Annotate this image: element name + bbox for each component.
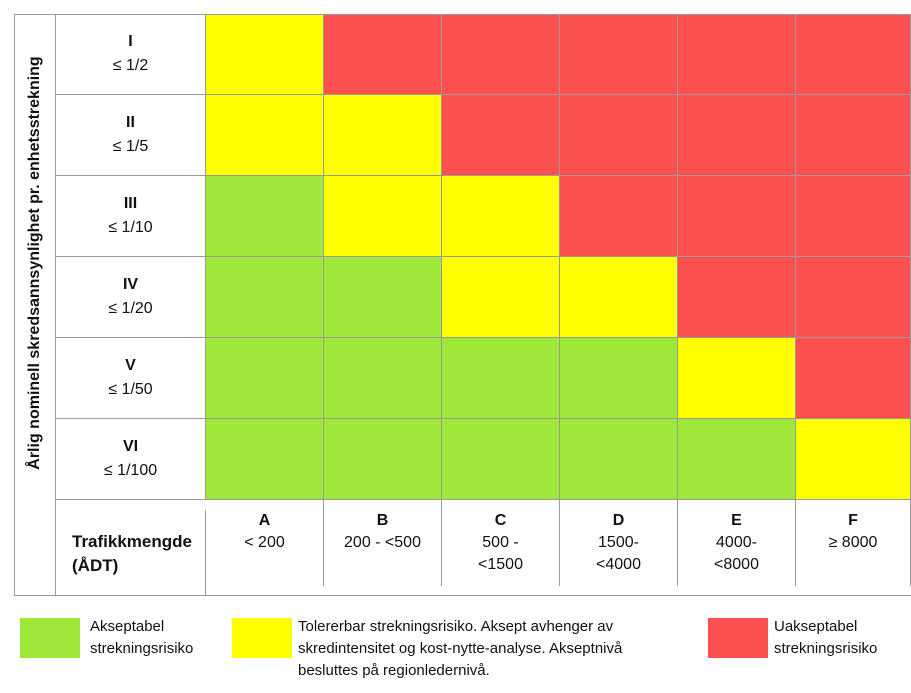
legend-swatch-yellow [232, 618, 292, 658]
risk-cell-green [678, 419, 796, 500]
row-threshold-label: ≤ 1/2 [112, 57, 149, 74]
risk-cell-yellow [206, 95, 324, 176]
y-axis-label: Årlig nominell skredsannsynlighet pr. en… [26, 55, 43, 470]
risk-cell-red [324, 14, 442, 95]
column-header: E 4000- <8000 [678, 500, 796, 586]
risk-cell-yellow [678, 338, 796, 419]
risk-cell-yellow [442, 176, 560, 257]
column-range: 500 - <1500 [478, 534, 523, 573]
row-threshold-label: ≤ 1/5 [112, 138, 149, 155]
risk-cell-green [206, 338, 324, 419]
column-range: 1500- <4000 [596, 534, 641, 573]
risk-cell-red [442, 14, 560, 95]
column-letter: C [494, 512, 507, 529]
risk-cell-yellow [324, 176, 442, 257]
column-range: 4000- <8000 [714, 534, 759, 573]
row-class-label: VI [122, 438, 139, 455]
risk-cell-red [560, 95, 678, 176]
legend-swatch-green [20, 618, 80, 658]
column-letter: E [731, 512, 742, 529]
risk-cell-green [560, 419, 678, 500]
risk-cell-red [678, 95, 796, 176]
risk-cell-red [678, 257, 796, 338]
row-threshold-label: ≤ 1/50 [108, 381, 153, 398]
legend-swatch-red [708, 618, 768, 658]
risk-cell-green [324, 257, 442, 338]
legend-text-green: Akseptabel strekningsrisiko [90, 618, 194, 657]
row-class-label: V [125, 357, 136, 374]
column-header: B 200 - <500 [324, 500, 442, 586]
y-axis-label-cell: Årlig nominell skredsannsynlighet pr. en… [14, 14, 56, 510]
risk-matrix: Årlig nominell skredsannsynlighet pr. en… [14, 14, 911, 596]
row-header: III ≤ 1/10 [56, 176, 206, 257]
row-class-label: I [128, 33, 133, 50]
risk-cell-red [796, 257, 911, 338]
row-class-label: IV [122, 276, 139, 293]
column-range: < 200 [244, 534, 285, 551]
legend: Akseptabel strekningsrisiko Tolererbar s… [0, 598, 911, 693]
row-class-label: II [126, 114, 135, 131]
risk-cell-red [796, 176, 911, 257]
row-threshold-label: ≤ 1/10 [108, 219, 153, 236]
corner-cell [14, 510, 56, 596]
row-header: II ≤ 1/5 [56, 95, 206, 176]
risk-cell-red [678, 14, 796, 95]
risk-cell-yellow [442, 257, 560, 338]
risk-cell-red [560, 176, 678, 257]
risk-cell-yellow [206, 14, 324, 95]
risk-cell-red [796, 14, 911, 95]
row-header: V ≤ 1/50 [56, 338, 206, 419]
risk-cell-green [442, 419, 560, 500]
row-threshold-label: ≤ 1/100 [103, 462, 158, 479]
column-header: A < 200 [206, 500, 324, 586]
row-header: IV ≤ 1/20 [56, 257, 206, 338]
column-header: D 1500- <4000 [560, 500, 678, 586]
risk-cell-green [206, 419, 324, 500]
risk-cell-red [560, 14, 678, 95]
column-range: 200 - <500 [344, 534, 421, 551]
column-letter: B [376, 512, 389, 529]
risk-cell-red [442, 95, 560, 176]
legend-text-yellow: Tolererbar strekningsrisiko. Aksept avhe… [298, 618, 623, 679]
row-header: VI ≤ 1/100 [56, 419, 206, 500]
row-threshold-label: ≤ 1/20 [108, 300, 153, 317]
risk-cell-green [206, 176, 324, 257]
risk-cell-yellow [560, 257, 678, 338]
column-letter: A [258, 512, 271, 529]
risk-cell-yellow [324, 95, 442, 176]
risk-cell-red [796, 95, 911, 176]
legend-text-red: Uakseptabel strekningsrisiko [774, 618, 878, 657]
column-header: C 500 - <1500 [442, 500, 560, 586]
risk-cell-red [678, 176, 796, 257]
risk-cell-green [206, 257, 324, 338]
column-header: F ≥ 8000 [796, 500, 911, 586]
row-class-label: III [123, 195, 138, 212]
risk-cell-green [560, 338, 678, 419]
x-axis-label: Trafikkmengde (ÅDT) [56, 510, 206, 596]
column-letter: F [848, 512, 858, 529]
column-letter: D [612, 512, 625, 529]
risk-cell-yellow [796, 419, 911, 500]
risk-cell-red [796, 338, 911, 419]
column-range: ≥ 8000 [828, 534, 878, 551]
risk-cell-green [324, 338, 442, 419]
risk-cell-green [324, 419, 442, 500]
risk-cell-green [442, 338, 560, 419]
row-header: I ≤ 1/2 [56, 14, 206, 95]
